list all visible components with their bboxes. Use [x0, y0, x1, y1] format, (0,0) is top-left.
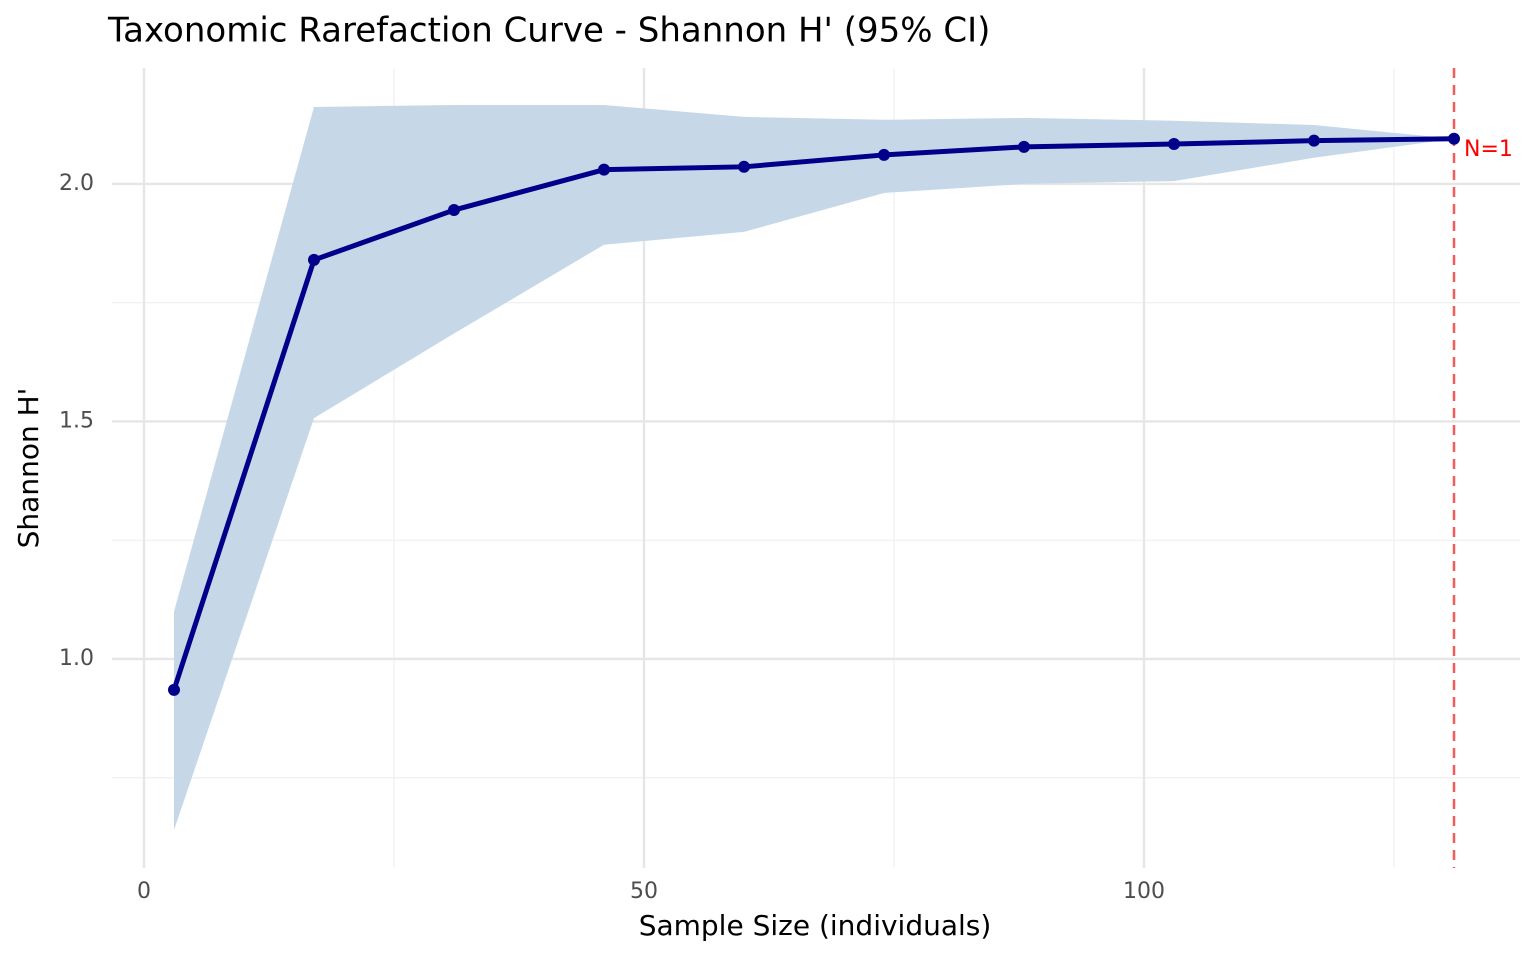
point — [308, 253, 320, 266]
line — [171, 136, 1455, 691]
x-tick-label: 0 — [137, 879, 151, 904]
point — [448, 204, 460, 217]
point — [738, 160, 750, 173]
x-tick-label: 100 — [1123, 879, 1165, 904]
y-axis-label: Shannon H' — [12, 388, 45, 549]
y-tick-label: 1.0 — [59, 646, 94, 671]
point — [1448, 132, 1460, 145]
x-tick-label: 50 — [630, 879, 658, 904]
y-tick-label: 1.5 — [59, 408, 94, 433]
point — [168, 683, 180, 696]
confidence-band — [174, 105, 1454, 830]
point — [1308, 134, 1320, 147]
point — [1168, 138, 1180, 151]
point — [878, 148, 890, 161]
point — [1018, 140, 1030, 153]
reference-label: N=1 — [1464, 137, 1513, 162]
y-tick-label: 2.0 — [59, 171, 94, 196]
x-axis-label: Sample Size (individuals) — [639, 909, 992, 942]
chart-title: Taxonomic Rarefaction Curve - Shannon H'… — [107, 11, 990, 51]
point — [598, 163, 610, 176]
